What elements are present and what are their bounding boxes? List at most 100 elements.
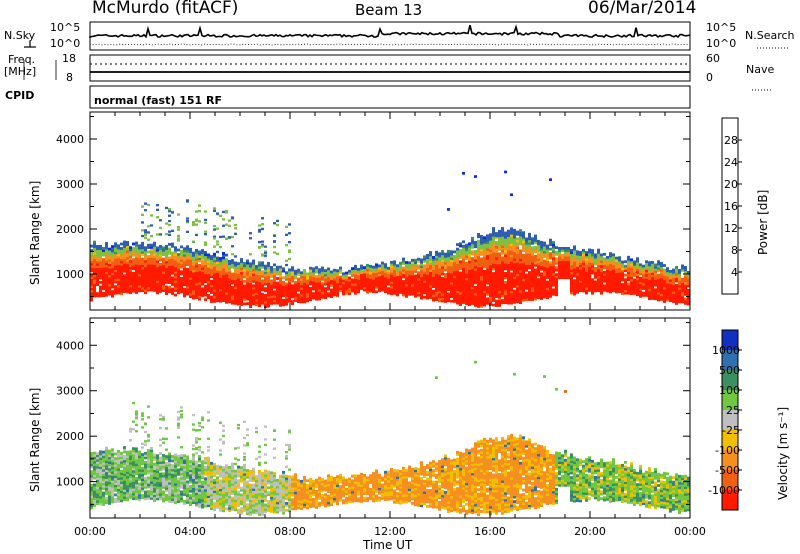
range-cell	[597, 284, 600, 288]
range-cell	[648, 270, 651, 273]
range-cell	[117, 260, 120, 263]
range-cell	[525, 242, 528, 245]
range-cell	[177, 282, 180, 286]
range-cell	[621, 271, 624, 275]
range-cell	[606, 289, 609, 293]
range-cell	[111, 270, 114, 273]
range-cell	[171, 289, 174, 293]
range-cell	[336, 273, 339, 277]
range-cell	[429, 291, 432, 295]
range-cell	[543, 248, 546, 252]
range-cell	[213, 277, 216, 281]
range-cell	[456, 268, 459, 271]
range-cell	[246, 275, 249, 278]
range-cell	[126, 241, 129, 244]
range-cell	[573, 272, 576, 276]
range-cell	[519, 238, 522, 241]
freq-strip	[23, 54, 772, 91]
range-cell	[522, 269, 525, 273]
range-cell	[273, 240, 276, 243]
range-cell	[465, 248, 468, 252]
range-cell	[444, 293, 447, 296]
range-cell	[165, 245, 168, 248]
range-cell	[411, 267, 414, 271]
range-cell	[180, 290, 183, 294]
range-cell	[102, 251, 105, 255]
range-cell	[240, 267, 243, 270]
range-cell	[123, 267, 126, 271]
range-cell	[129, 486, 132, 490]
range-cell	[141, 271, 144, 274]
range-cell	[333, 284, 336, 288]
range-cell	[201, 469, 204, 473]
range-cell	[159, 258, 162, 262]
range-cell	[141, 264, 144, 268]
range-cell	[198, 464, 201, 467]
range-cell	[315, 293, 318, 296]
range-cell	[174, 498, 177, 502]
range-cell	[561, 249, 564, 253]
range-cell	[351, 267, 354, 270]
range-cell	[663, 273, 666, 276]
range-cell	[147, 492, 150, 496]
range-cell	[162, 280, 165, 283]
range-cell	[348, 276, 351, 280]
range-cell	[144, 481, 147, 485]
range-cell	[666, 273, 669, 277]
range-cell	[465, 250, 468, 254]
range-cell	[189, 498, 192, 502]
range-cell	[105, 480, 108, 484]
range-cell	[633, 289, 636, 293]
range-cell	[474, 301, 477, 305]
range-cell	[90, 465, 93, 469]
range-cell	[495, 256, 498, 260]
range-cell	[90, 296, 93, 300]
range-cell	[444, 257, 447, 260]
range-cell	[180, 461, 183, 464]
range-cell	[93, 256, 96, 260]
range-cell	[123, 251, 126, 255]
range-cell	[180, 497, 183, 501]
range-cell	[645, 267, 648, 270]
range-cell	[456, 254, 459, 258]
range-cell	[678, 300, 681, 304]
range-cell	[168, 279, 171, 282]
range-cell	[183, 463, 186, 467]
range-cell	[684, 302, 687, 305]
range-cell	[468, 298, 471, 302]
range-cell	[102, 471, 105, 474]
range-cell	[546, 276, 549, 279]
range-cell	[192, 287, 195, 291]
range-cell	[135, 483, 138, 487]
range-cell	[513, 267, 516, 270]
range-cell	[138, 284, 141, 288]
range-cell	[108, 276, 111, 280]
range-cell	[168, 463, 171, 467]
range-cell	[111, 464, 114, 467]
range-cell	[141, 286, 144, 290]
range-cell	[180, 492, 183, 496]
range-cell	[150, 248, 153, 251]
range-cell	[141, 229, 144, 232]
range-cell	[498, 292, 501, 296]
range-cell	[216, 501, 219, 505]
range-cell	[474, 250, 477, 253]
range-cell	[153, 476, 156, 480]
range-cell	[510, 294, 513, 298]
range-cell	[339, 286, 342, 290]
range-cell	[489, 237, 492, 241]
range-cell	[621, 292, 624, 295]
range-cell	[90, 265, 93, 268]
range-cell	[450, 288, 453, 292]
range-cell	[501, 272, 504, 275]
range-cell	[549, 247, 552, 251]
range-cell	[96, 493, 99, 496]
range-cell	[408, 283, 411, 287]
range-cell	[447, 267, 450, 271]
range-cell	[603, 270, 606, 274]
range-cell	[519, 251, 522, 255]
range-cell	[234, 263, 237, 267]
range-cell	[438, 281, 441, 285]
range-cell	[117, 248, 120, 252]
range-cell	[174, 253, 177, 256]
